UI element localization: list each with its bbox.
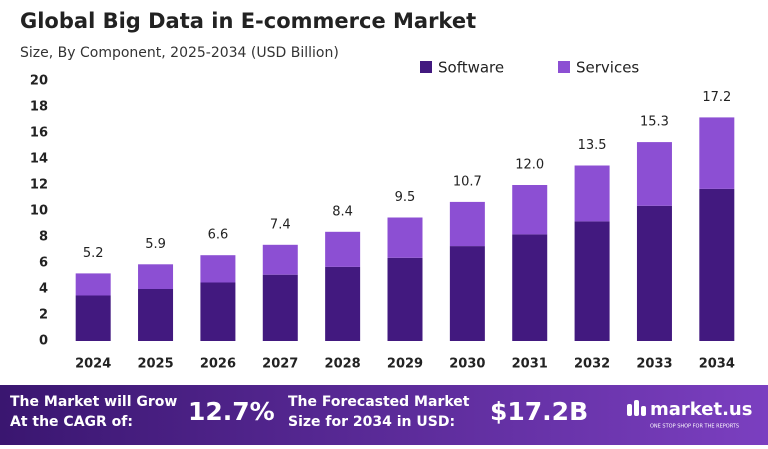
y-tick-label: 20 xyxy=(30,74,48,89)
total-label: 9.5 xyxy=(395,190,416,205)
total-label: 7.4 xyxy=(270,217,291,232)
legend-swatch xyxy=(558,61,570,73)
tagline: ONE STOP SHOP FOR THE REPORTS xyxy=(650,424,739,430)
total-label: 5.2 xyxy=(83,246,104,261)
bar-segment xyxy=(699,117,735,189)
bar-segment xyxy=(325,266,361,341)
y-tick-label: 6 xyxy=(39,256,48,271)
y-tick-label: 0 xyxy=(39,334,48,349)
y-tick-label: 8 xyxy=(39,230,48,245)
x-tick-label: 2028 xyxy=(325,357,361,372)
bar-segment xyxy=(574,165,610,222)
x-tick-label: 2027 xyxy=(262,357,298,372)
total-label: 12.0 xyxy=(515,158,544,173)
bar-segment xyxy=(449,201,485,247)
total-label: 5.9 xyxy=(145,237,166,252)
y-tick-label: 4 xyxy=(39,282,48,297)
bar-segment xyxy=(699,188,735,341)
x-tick-label: 2031 xyxy=(512,357,548,372)
bar-segment xyxy=(262,244,298,275)
x-tick-label: 2032 xyxy=(574,357,610,372)
x-tick-label: 2030 xyxy=(449,357,485,372)
cagr-value: 12.7% xyxy=(188,397,275,426)
x-tick-label: 2034 xyxy=(699,357,735,372)
y-tick-label: 16 xyxy=(30,126,48,141)
x-tick-label: 2026 xyxy=(200,357,236,372)
y-tick-label: 10 xyxy=(30,204,48,219)
chart-subtitle: Size, By Component, 2025-2034 (USD Billi… xyxy=(20,45,339,61)
legend-label: Services xyxy=(576,59,639,77)
cagr-text: The Market will Grow At the CAGR of: xyxy=(10,394,178,430)
brand: market.us xyxy=(650,399,752,420)
y-tick-label: 2 xyxy=(39,308,48,323)
bar-segment xyxy=(200,282,236,341)
total-label: 13.5 xyxy=(578,138,607,153)
bar-segment xyxy=(512,185,548,235)
bar-segment xyxy=(636,205,672,341)
forecast-text: The Forecasted Market Size for 2034 in U… xyxy=(288,394,470,430)
bar-segment xyxy=(200,255,236,283)
bar-segment xyxy=(512,234,548,341)
bar-segment xyxy=(325,231,361,267)
total-label: 8.4 xyxy=(332,204,353,219)
bar-segment xyxy=(262,274,298,341)
footer-forecast: The Forecasted Market Size for 2034 in U… xyxy=(288,394,470,430)
bar-segment xyxy=(138,264,174,289)
footer-band xyxy=(0,385,768,445)
bar-segment xyxy=(75,295,111,341)
forecast-value: $17.2B xyxy=(490,397,588,426)
bar-segment xyxy=(138,289,174,341)
bar-segment xyxy=(449,246,485,341)
brand-logo xyxy=(627,400,646,416)
x-tick-label: 2024 xyxy=(75,357,111,372)
bar-segment xyxy=(75,273,111,296)
x-tick-label: 2029 xyxy=(387,357,423,372)
total-label: 17.2 xyxy=(702,90,731,105)
total-label: 15.3 xyxy=(640,115,669,130)
bar-segment xyxy=(387,257,423,341)
bar-segment xyxy=(387,217,423,258)
x-tick-label: 2033 xyxy=(636,357,672,372)
total-label: 6.6 xyxy=(208,228,229,243)
y-tick-label: 12 xyxy=(30,178,48,193)
bar-segment xyxy=(636,142,672,206)
chart-title: Global Big Data in E-commerce Market xyxy=(20,9,476,33)
y-tick-label: 18 xyxy=(30,100,48,115)
legend-swatch xyxy=(420,61,432,73)
bar-segment xyxy=(574,221,610,341)
legend-label: Software xyxy=(438,59,504,77)
y-tick-label: 14 xyxy=(30,152,48,167)
total-label: 10.7 xyxy=(453,174,482,189)
footer-cagr: The Market will Grow At the CAGR of: xyxy=(10,394,178,430)
x-tick-label: 2025 xyxy=(137,357,173,372)
